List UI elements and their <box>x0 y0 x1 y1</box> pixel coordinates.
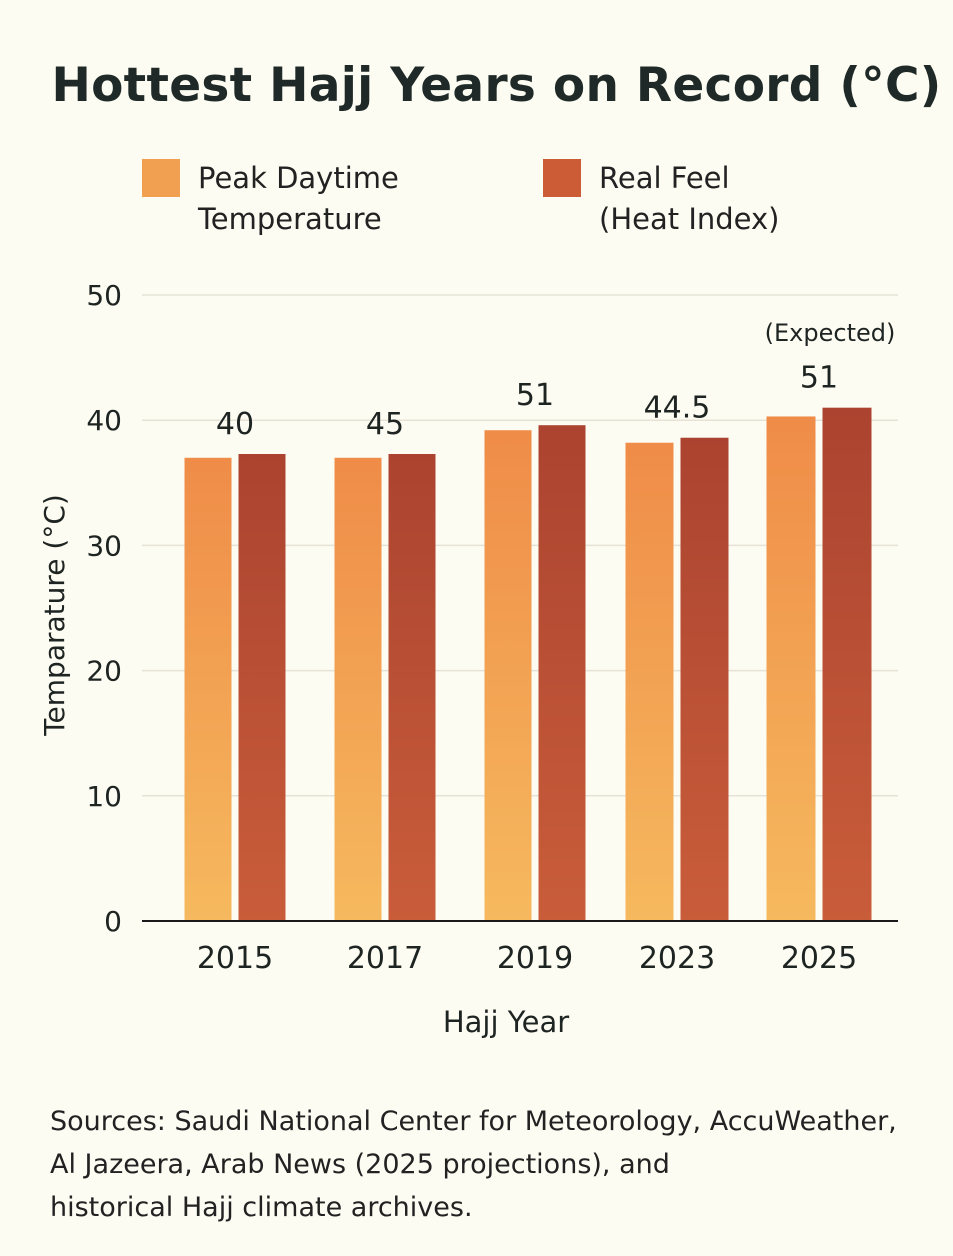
x-tick-label-2017: 2017 <box>347 941 423 976</box>
legend-item-real-feel: Real Feel (Heat Index) <box>543 158 779 240</box>
bar-realfeel-2019 <box>538 425 586 921</box>
y-axis-label: Temparature (°C) <box>38 494 71 737</box>
bar-realfeel-2015 <box>238 454 286 921</box>
legend-label-peak: Peak Daytime Temperature <box>198 158 399 240</box>
x-axis-label: Hajj Year <box>443 1005 569 1039</box>
x-axis-ticks: 2015 2017 2019 2023 2025 <box>197 941 857 976</box>
data-label-2019: 51 <box>516 378 554 413</box>
bar-realfeel-2017 <box>388 454 436 921</box>
legend-swatch-real <box>543 159 581 197</box>
bar-chart: 0 10 20 30 40 50 40 45 51 44.5 51 2015 2017 2019 202… <box>38 279 898 1039</box>
legend-swatch-peak <box>142 159 180 197</box>
data-label-2025: 51 <box>800 361 838 396</box>
bar-peak-2015 <box>184 457 232 921</box>
legend-label-real: Real Feel (Heat Index) <box>599 158 779 240</box>
x-tick-label-2015: 2015 <box>197 941 273 976</box>
sources-line-2: Al Jazeera, Arab News (2025 projections)… <box>50 1149 670 1180</box>
data-label-2015: 40 <box>216 407 254 442</box>
legend-label-real-line2: (Heat Index) <box>599 202 780 236</box>
data-labels: 40 45 51 44.5 51 <box>216 361 838 442</box>
annotation-expected: (Expected) <box>765 319 896 347</box>
sources-line-1: Sources: Saudi National Center for Meteo… <box>50 1106 897 1137</box>
y-tick-label: 50 <box>86 279 122 312</box>
bar-realfeel-2023 <box>680 437 729 921</box>
y-tick-label: 30 <box>86 529 122 562</box>
x-tick-label-2025: 2025 <box>781 941 857 976</box>
y-tick-label: 40 <box>86 404 122 437</box>
y-axis-ticks: 0 10 20 30 40 50 <box>86 279 122 938</box>
bar-peak-2023 <box>625 442 674 921</box>
data-label-2023: 44.5 <box>644 391 711 426</box>
sources-line-3: historical Hajj climate archives. <box>50 1192 473 1223</box>
bar-peak-2017 <box>334 457 382 921</box>
data-label-2017: 45 <box>366 407 404 442</box>
legend-label-real-line1: Real Feel <box>599 161 730 195</box>
y-tick-label: 20 <box>86 655 122 688</box>
sources-note: Sources: Saudi National Center for Meteo… <box>50 1100 930 1229</box>
x-tick-label-2023: 2023 <box>639 941 715 976</box>
y-tick-label: 0 <box>104 905 122 938</box>
legend-label-peak-line2: Temperature <box>198 202 382 236</box>
bar-peak-2019 <box>484 430 532 921</box>
chart-title: Hottest Hajj Years on Record (°C) <box>51 58 942 113</box>
bar-realfeel-2025 <box>822 407 872 921</box>
bar-peak-2025 <box>766 416 816 921</box>
y-tick-label: 10 <box>86 780 122 813</box>
bars <box>184 407 872 921</box>
legend-item-peak-daytime: Peak Daytime Temperature <box>142 158 399 240</box>
x-tick-label-2019: 2019 <box>497 941 573 976</box>
legend-label-peak-line1: Peak Daytime <box>198 161 399 195</box>
